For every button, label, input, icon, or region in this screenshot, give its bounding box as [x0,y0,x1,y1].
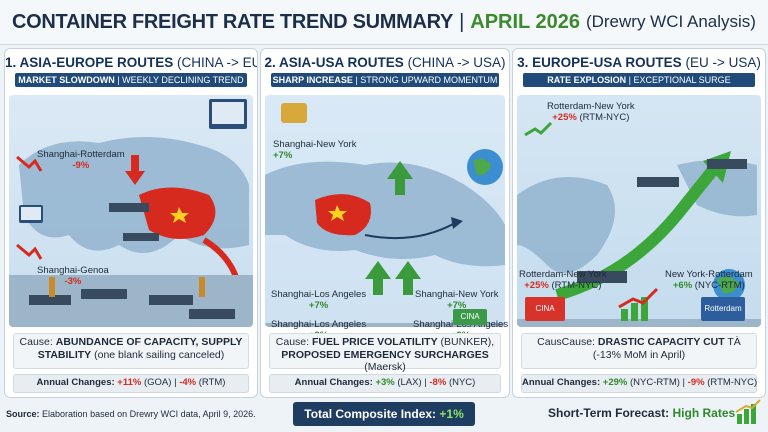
panel-title: 3. EUROPE-USA ROUTES (EU -> USA) [517,55,761,70]
map-illustration [265,103,505,327]
crane-icon [49,277,55,297]
asia-europe-map: Shanghai-Rotterdam -9% Shanghai-Genoa -3% [9,95,253,327]
up-arrow-icon [395,261,421,279]
panel-europe-usa: 3. EUROPE-USA ROUTES (EU -> USA) RATE EX… [512,48,766,398]
cause-box: CausCause: DRASTIC CAPACITY CUT TÀ (-13% … [521,333,757,369]
ship-icon [81,289,127,299]
decline-chart-icon [16,155,43,172]
panel-title: 2. ASIA-USA ROUTES (CHINA -> USA) [264,55,506,70]
route-label: Shanghai-Rotterdam -9% [37,149,125,171]
panel-asia-europe: 1. ASIA-EUROPE ROUTES (CHINA -> EU) MARK… [4,48,258,398]
title-date: APRIL 2026 [470,10,580,33]
ship-icon [189,309,235,319]
page-title: CONTAINER FREIGHT RATE TREND SUMMARY [12,10,454,33]
panel-title: 1. ASIA-EUROPE ROUTES (CHINA -> EU) [5,55,258,70]
panel-subtitle: MARKET SLOWDOWN | WEEKLY DECLINING TREND [15,73,247,87]
composite-index-badge: Total Composite Index: +1% [293,402,475,426]
down-arrow-icon [125,171,145,185]
growth-chart-icon [618,287,659,321]
annual-changes: Annual Changes: +3% (LAX) | -8% (NYC) [269,374,501,393]
route-label: Shanghai-Genoa -3% [37,265,109,287]
ship-icon [29,295,71,305]
annual-changes: Annual Changes: +11% (GOA) | -4% (RTM) [13,374,249,393]
ship-icon [577,271,627,283]
source-note: Source: Elaboration based on Drewry WCI … [6,409,256,419]
panel-subtitle: RATE EXPLOSION | EXCEPTIONAL SURGE [523,73,755,87]
decline-chart-icon [16,243,43,260]
route-label: Shanghai-New York +7% [415,289,499,311]
short-term-forecast: Short-Term Forecast: High Rates [548,406,736,420]
route-label: Rotterdam-New York +25% (RTM-NYC) [519,269,607,291]
route-label: Shanghai-Los Angeles +7% [271,289,367,311]
header: CONTAINER FREIGHT RATE TREND SUMMARY | A… [0,0,768,45]
container-crate: CINA [525,297,565,321]
map-illustration [517,121,761,327]
china-shape [315,194,371,236]
cause-box: Cause: ABUNDANCE OF CAPACITY, SUPPLY STA… [13,333,249,369]
title-subtitle: (Drewry WCI Analysis) [585,12,756,31]
panel-subtitle: SHARP INCREASE | STRONG UPWARD MOMENTUM [270,73,500,87]
title-separator: | [459,10,465,33]
ship-icon [149,295,193,305]
route-label: New York-Rotterdam +6% (NYC-RTM) [665,269,753,291]
asia-usa-map: Shanghai-New York +7% Shanghai-Los Angele… [265,95,505,327]
europe-usa-map: Rotterdam-New York +25% (RTM-NYC) [517,95,761,327]
growth-chart-icon [735,399,761,424]
ship-icon [637,177,679,187]
route-label: Shanghai-New York +7% [273,139,357,161]
container-crate: CINA [453,309,487,325]
cause-box: Cause: FUEL PRICE VOLATILITY (BUNKER), PR… [269,333,501,373]
ship-icon [123,233,159,241]
container-crate: Rotterdam [701,297,745,321]
up-arrow-icon [387,161,413,179]
annual-changes: Annual Changes: +29% (NYC-RTM) | -9% (RT… [521,374,757,393]
ship-icon [707,159,747,169]
route-label: Rotterdam-New York +25% (RTM-NYC) [547,101,635,123]
panel-asia-usa: 2. ASIA-USA ROUTES (CHINA -> USA) SHARP … [260,48,510,398]
map-illustration [9,99,253,327]
crane-icon [199,277,205,297]
growth-chart-icon [524,121,553,137]
money-bag-icon [281,103,307,123]
up-arrow-icon [365,261,391,279]
ship-icon [109,203,149,212]
